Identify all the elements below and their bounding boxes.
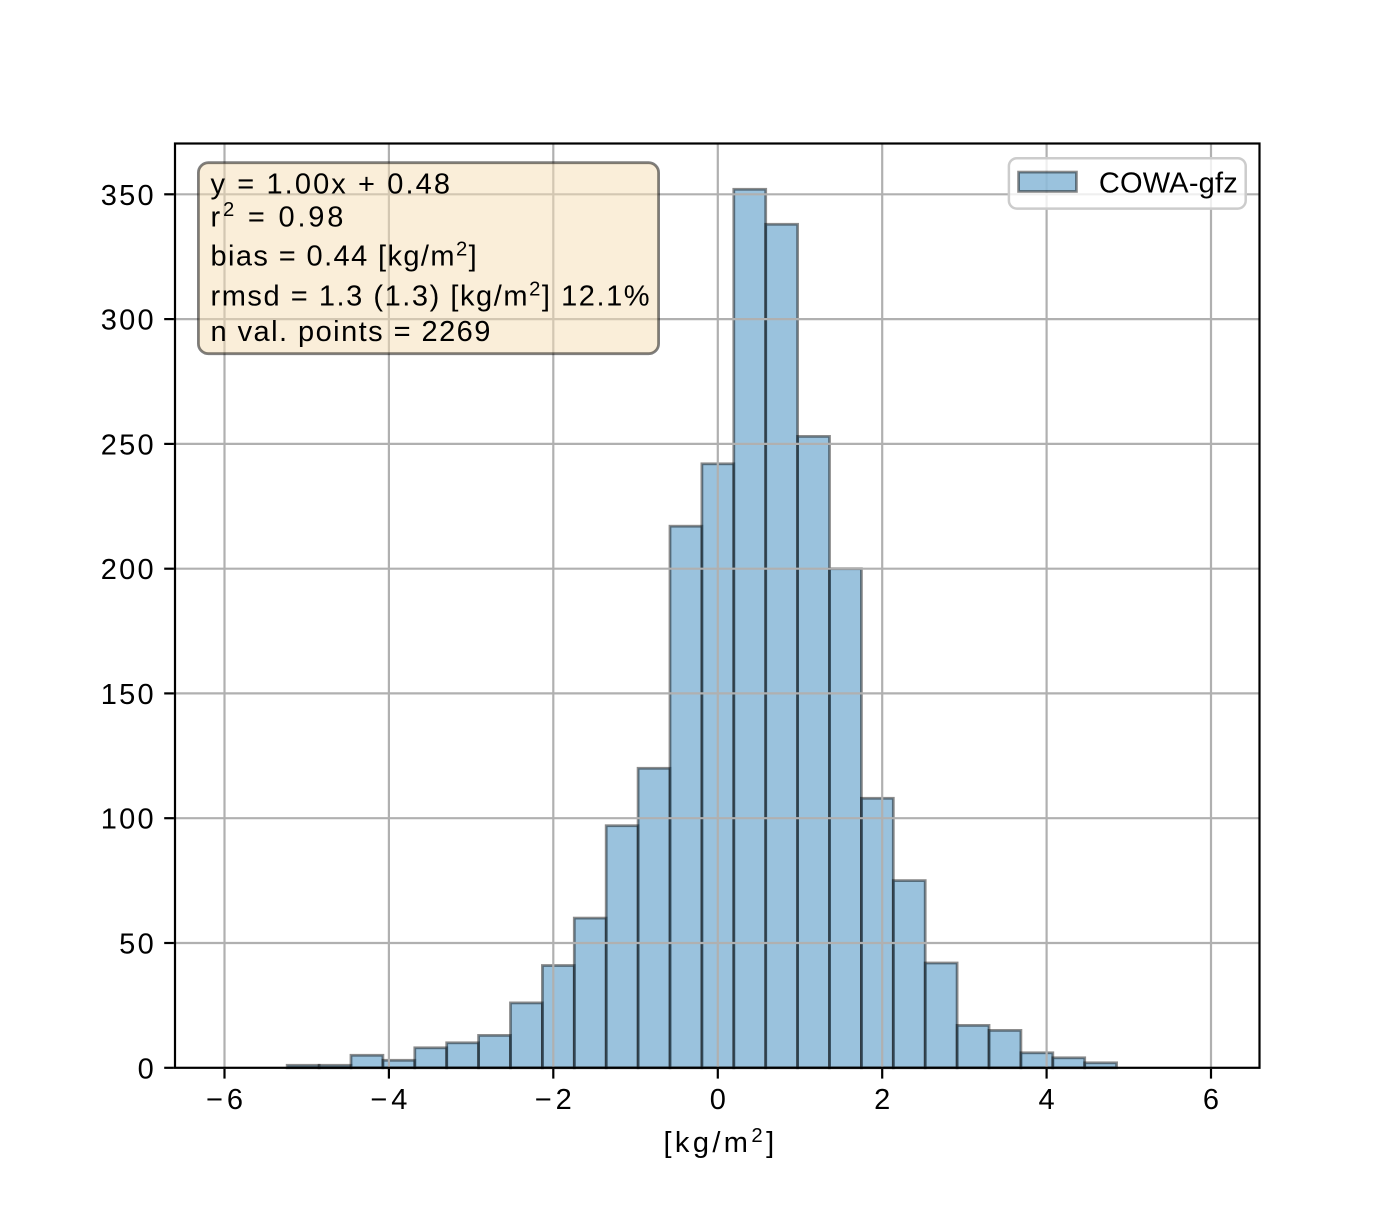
- svg-text:−4: −4: [370, 1084, 411, 1116]
- svg-text:100: 100: [101, 804, 156, 836]
- svg-text:6: 6: [1203, 1084, 1219, 1116]
- svg-text:COWA-gfz: COWA-gfz: [1099, 167, 1238, 199]
- svg-text:y = 1.00x + 0.48: y = 1.00x + 0.48: [211, 169, 453, 201]
- svg-text:350: 350: [101, 180, 156, 212]
- svg-text:0: 0: [710, 1084, 726, 1116]
- svg-text:−2: −2: [535, 1084, 576, 1116]
- svg-text:2: 2: [874, 1084, 890, 1116]
- svg-text:−6: −6: [206, 1084, 247, 1116]
- svg-text:150: 150: [101, 679, 156, 711]
- svg-text:r2 = 0.98: r2 = 0.98: [211, 199, 347, 233]
- svg-text:250: 250: [101, 429, 156, 461]
- svg-text:300: 300: [101, 305, 156, 337]
- svg-text:rmsd = 1.3 (1.3) [kg/m2] 12.1%: rmsd = 1.3 (1.3) [kg/m2] 12.1%: [211, 279, 652, 313]
- svg-text:n val. points = 2269: n val. points = 2269: [211, 316, 492, 348]
- svg-text:200: 200: [101, 554, 156, 586]
- svg-text:4: 4: [1039, 1084, 1055, 1116]
- svg-text:bias = 0.44 [kg/m2]: bias = 0.44 [kg/m2]: [211, 238, 479, 272]
- svg-text:50: 50: [119, 929, 156, 961]
- svg-text:0: 0: [138, 1053, 156, 1085]
